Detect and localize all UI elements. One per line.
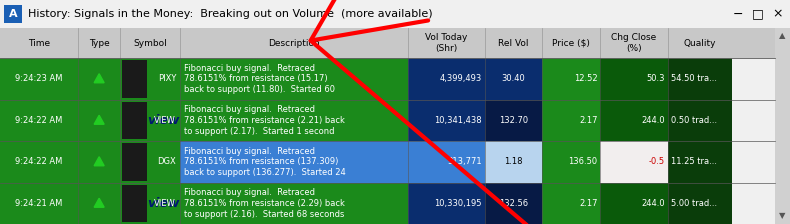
Text: 9:24:22 AM: 9:24:22 AM — [16, 157, 62, 166]
Bar — [408, 58, 485, 99]
Text: 2.17: 2.17 — [579, 199, 597, 208]
Bar — [0, 28, 790, 58]
Text: 10,330,195: 10,330,195 — [435, 199, 482, 208]
Text: ▲: ▲ — [779, 32, 786, 41]
Bar — [485, 141, 542, 183]
Bar — [408, 183, 485, 224]
Text: 244.0: 244.0 — [641, 116, 664, 125]
Bar — [0, 99, 180, 141]
Text: Vol Today
(Shr): Vol Today (Shr) — [425, 33, 468, 53]
Text: 9:24:21 AM: 9:24:21 AM — [16, 199, 62, 208]
Text: VIEW: VIEW — [154, 116, 176, 125]
Bar — [542, 99, 600, 141]
Bar — [408, 99, 485, 141]
Text: Fibonacci buy signal.  Retraced
78.6151% from resistance (15.17)
back to support: Fibonacci buy signal. Retraced 78.6151% … — [184, 63, 335, 94]
Polygon shape — [94, 198, 104, 207]
Text: Description: Description — [268, 39, 320, 47]
Text: Type: Type — [88, 39, 110, 47]
Text: Fibonacci buy signal.  Retraced
78.6151% from resistance (2.29) back
to support : Fibonacci buy signal. Retraced 78.6151% … — [184, 188, 345, 218]
Bar — [4, 5, 22, 23]
Bar — [668, 141, 732, 183]
Bar — [542, 141, 600, 183]
Bar — [600, 183, 668, 224]
Bar — [180, 183, 408, 224]
Bar — [668, 183, 732, 224]
Text: Chg Close
(%): Chg Close (%) — [611, 33, 656, 53]
Text: 11.25 tra...: 11.25 tra... — [671, 157, 717, 166]
Bar — [600, 141, 668, 183]
Bar — [542, 58, 600, 99]
Text: 10,341,438: 10,341,438 — [435, 116, 482, 125]
Text: 132.70: 132.70 — [499, 116, 528, 125]
Text: Fibonacci buy signal.  Retraced
78.6151% from resistance (2.21) back
to support : Fibonacci buy signal. Retraced 78.6151% … — [184, 105, 345, 136]
Bar — [485, 99, 542, 141]
Polygon shape — [94, 74, 104, 83]
Text: 132.56: 132.56 — [499, 199, 528, 208]
Bar — [0, 58, 180, 99]
Text: view: view — [147, 114, 179, 127]
Text: Quality: Quality — [683, 39, 717, 47]
Text: 54.50 tra...: 54.50 tra... — [671, 74, 717, 83]
Bar — [668, 58, 732, 99]
Text: □: □ — [752, 7, 764, 21]
Bar — [122, 185, 147, 222]
Text: 50.3: 50.3 — [646, 74, 664, 83]
Bar — [775, 28, 790, 224]
Text: 2.17: 2.17 — [579, 116, 597, 125]
Text: −: − — [733, 7, 743, 21]
Bar — [122, 101, 147, 139]
Text: Rel Vol: Rel Vol — [498, 39, 529, 47]
Text: 1.18: 1.18 — [504, 157, 523, 166]
Text: 0.50 trad...: 0.50 trad... — [671, 116, 717, 125]
Text: 12.52: 12.52 — [574, 74, 597, 83]
Bar — [180, 141, 408, 183]
Bar — [485, 183, 542, 224]
Bar — [122, 60, 147, 97]
Text: 9:24:22 AM: 9:24:22 AM — [16, 116, 62, 125]
Bar — [0, 183, 180, 224]
Text: Symbol: Symbol — [134, 39, 167, 47]
Text: A: A — [9, 9, 17, 19]
Text: 244.0: 244.0 — [641, 199, 664, 208]
Text: 313,771: 313,771 — [447, 157, 482, 166]
Text: Price ($): Price ($) — [552, 39, 590, 47]
Text: History: Signals in the Money:  Breaking out on Volume  (more available): History: Signals in the Money: Breaking … — [28, 9, 433, 19]
Text: view: view — [147, 197, 179, 210]
Text: Fibonacci buy signal.  Retraced
78.6151% from resistance (137.309)
back to suppo: Fibonacci buy signal. Retraced 78.6151% … — [184, 146, 346, 177]
Text: DGX: DGX — [157, 157, 176, 166]
Bar — [180, 58, 408, 99]
Bar — [408, 141, 485, 183]
Text: ×: × — [773, 7, 783, 21]
Text: Time: Time — [28, 39, 51, 47]
Bar — [180, 99, 408, 141]
Polygon shape — [94, 157, 104, 166]
Bar — [0, 0, 790, 28]
Text: 136.50: 136.50 — [568, 157, 597, 166]
Bar — [542, 183, 600, 224]
Bar — [122, 143, 147, 181]
Bar — [600, 58, 668, 99]
Text: 4,399,493: 4,399,493 — [440, 74, 482, 83]
Polygon shape — [94, 115, 104, 124]
Bar — [0, 141, 180, 183]
Bar — [668, 99, 732, 141]
Text: 9:24:23 AM: 9:24:23 AM — [15, 74, 63, 83]
Text: ▼: ▼ — [779, 211, 786, 220]
Text: VIEW: VIEW — [154, 199, 176, 208]
Bar — [600, 99, 668, 141]
Text: 30.40: 30.40 — [502, 74, 525, 83]
Text: PIXY: PIXY — [158, 74, 176, 83]
Text: 5.00 trad...: 5.00 trad... — [671, 199, 717, 208]
Text: -0.5: -0.5 — [649, 157, 664, 166]
Bar — [485, 58, 542, 99]
